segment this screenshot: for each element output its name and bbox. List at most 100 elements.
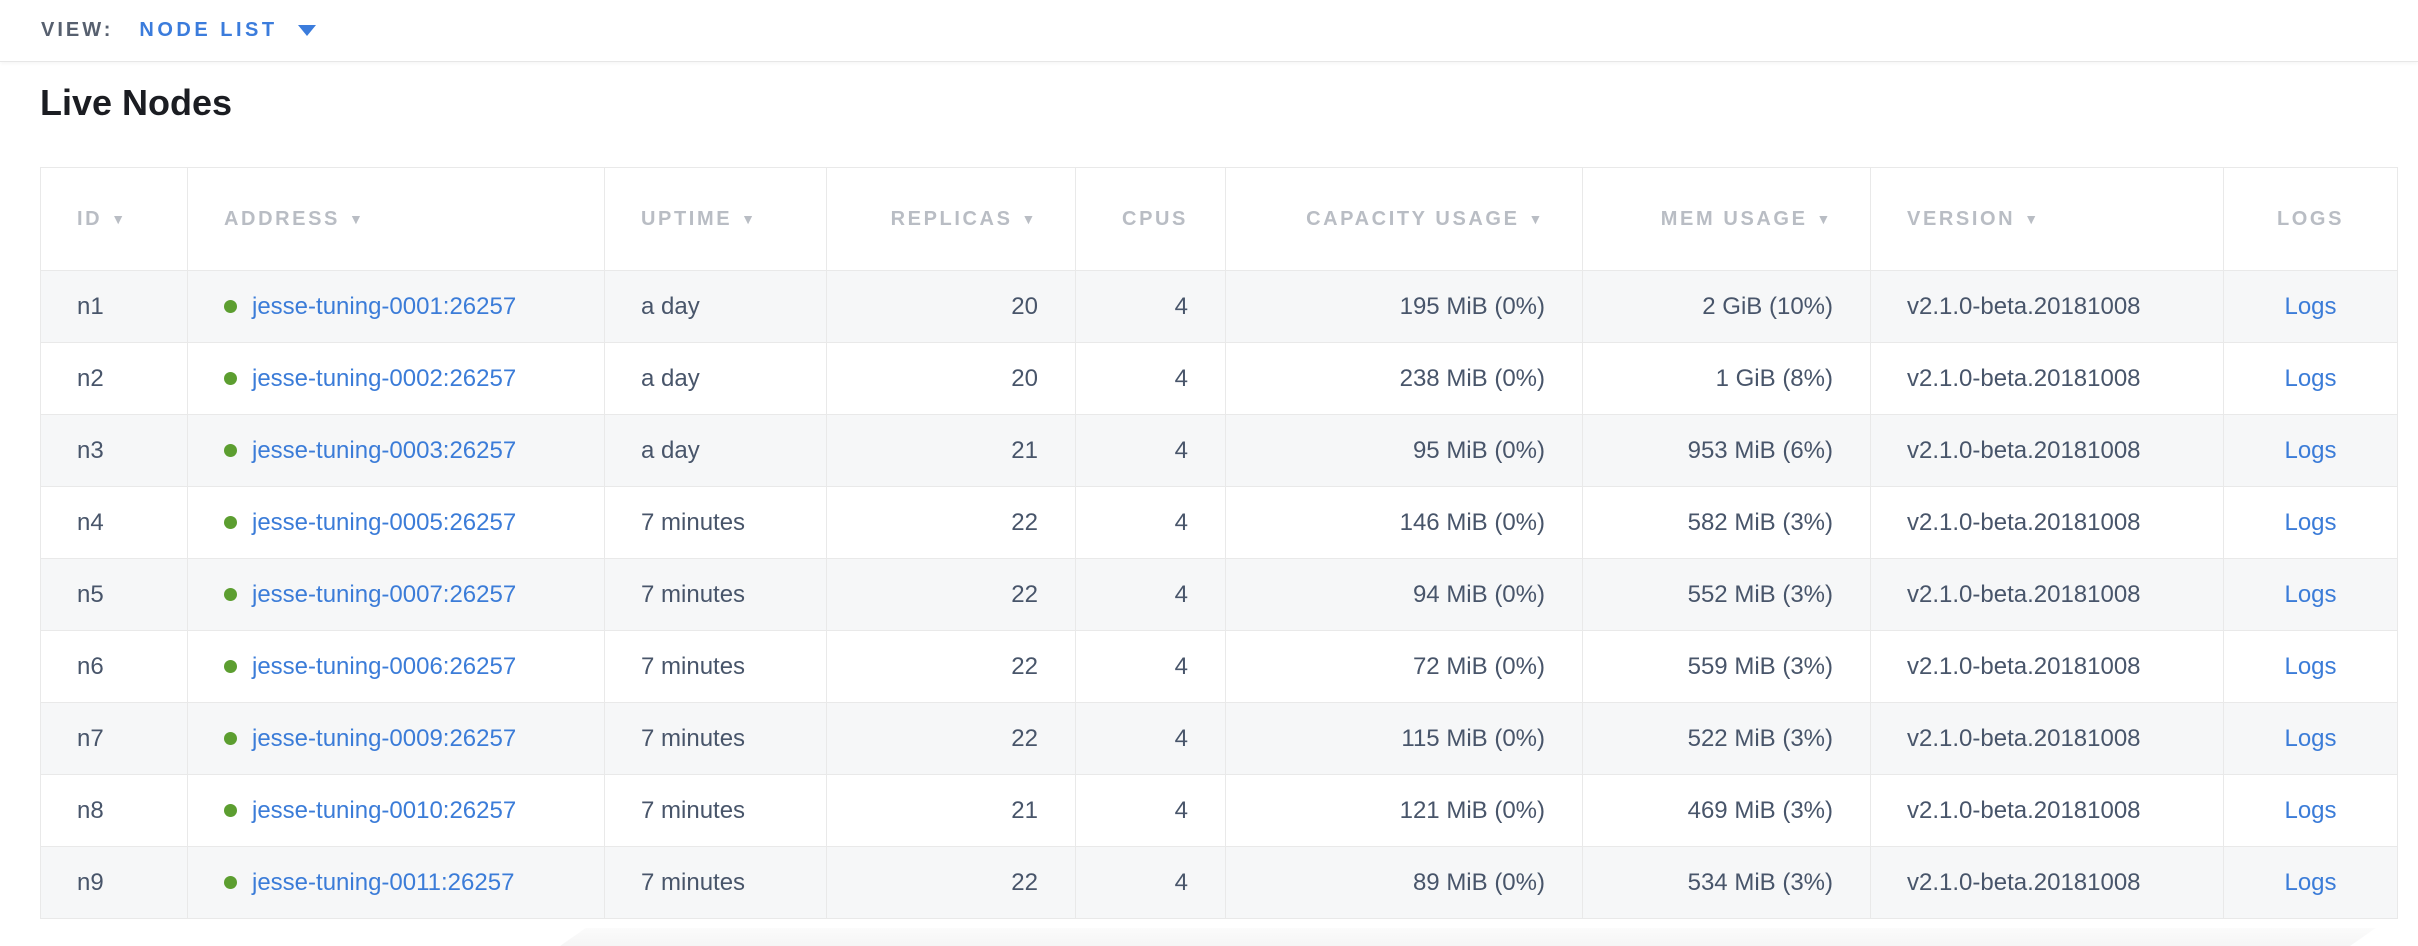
logs-cell: Logs: [2223, 342, 2398, 415]
uptime-cell: a day: [604, 270, 827, 343]
mem-cell: 534 MiB (3%): [1582, 846, 1871, 919]
page-bottom-shadow: [560, 928, 2376, 946]
address-cell: jesse-tuning-0006:26257: [187, 630, 605, 703]
logs-link[interactable]: Logs: [2284, 364, 2337, 392]
page-title: Live Nodes: [40, 82, 233, 123]
cpus-cell: 4: [1075, 774, 1226, 847]
node-address-link[interactable]: jesse-tuning-0011:26257: [252, 868, 515, 896]
address-cell: jesse-tuning-0010:26257: [187, 774, 605, 847]
node-address-link[interactable]: jesse-tuning-0005:26257: [252, 508, 517, 536]
table-row: n3 jesse-tuning-0003:26257 a day 21 4 95 MiB …: [40, 414, 2398, 487]
cpus-cell: 4: [1075, 630, 1226, 703]
view-dropdown[interactable]: NODE LIST: [139, 19, 316, 42]
version-cell: v2.1.0-beta.20181008: [1870, 846, 2224, 919]
node-status-dot-icon: [224, 299, 237, 313]
id-cell: n9: [40, 846, 188, 919]
logs-cell: Logs: [2223, 558, 2398, 631]
logs-link[interactable]: Logs: [2284, 580, 2337, 608]
node-address-link[interactable]: jesse-tuning-0001:26257: [252, 292, 517, 320]
uptime-cell: 7 minutes: [604, 630, 827, 703]
uptime-cell: 7 minutes: [604, 702, 827, 775]
node-address-link[interactable]: jesse-tuning-0003:26257: [252, 436, 517, 464]
logs-link[interactable]: Logs: [2284, 868, 2337, 896]
replicas-cell: 22: [826, 702, 1076, 775]
node-status-dot-icon: [224, 875, 237, 889]
column-header-label: VERSION: [1907, 207, 2016, 230]
capacity-cell: 94 MiB (0%): [1225, 558, 1583, 631]
chevron-down-icon: [297, 25, 316, 36]
logs-link[interactable]: Logs: [2284, 652, 2337, 680]
logs-cell: Logs: [2223, 846, 2398, 919]
replicas-cell: 20: [826, 342, 1076, 415]
replicas-cell: 21: [826, 414, 1076, 487]
replicas-cell: 22: [826, 486, 1076, 559]
sort-down-icon: ▼: [349, 210, 366, 227]
table-row: n1 jesse-tuning-0001:26257 a day 20 4 195 MiB…: [40, 270, 2398, 343]
node-address-link[interactable]: jesse-tuning-0006:26257: [252, 652, 517, 680]
address-cell: jesse-tuning-0003:26257: [187, 414, 605, 487]
mem-cell: 522 MiB (3%): [1582, 702, 1871, 775]
column-header-capacity[interactable]: CAPACITY USAGE ▼: [1225, 167, 1583, 271]
logs-cell: Logs: [2223, 630, 2398, 703]
view-dropdown-value: NODE LIST: [139, 19, 278, 41]
logs-link[interactable]: Logs: [2284, 436, 2337, 464]
cpus-cell: 4: [1075, 486, 1226, 559]
cpus-cell: 4: [1075, 846, 1226, 919]
column-header-replicas[interactable]: REPLICAS ▼: [826, 167, 1076, 271]
capacity-cell: 146 MiB (0%): [1225, 486, 1583, 559]
version-cell: v2.1.0-beta.20181008: [1870, 270, 2224, 343]
column-header-label: MEM USAGE: [1660, 207, 1808, 230]
logs-link[interactable]: Logs: [2284, 724, 2337, 752]
node-address-link[interactable]: jesse-tuning-0007:26257: [252, 580, 517, 608]
column-header-mem[interactable]: MEM USAGE ▼: [1582, 167, 1871, 271]
address-cell: jesse-tuning-0001:26257: [187, 270, 605, 343]
table-row: n2 jesse-tuning-0002:26257 a day 20 4 238 MiB…: [40, 342, 2398, 415]
node-status-dot-icon: [224, 587, 237, 601]
view-selector-bar: VIEW: NODE LIST: [0, 0, 2418, 62]
node-address-link[interactable]: jesse-tuning-0002:26257: [252, 364, 517, 392]
node-address-link[interactable]: jesse-tuning-0010:26257: [252, 796, 517, 824]
column-header-version[interactable]: VERSION ▼: [1870, 167, 2224, 271]
logs-cell: Logs: [2223, 414, 2398, 487]
table-row: n5 jesse-tuning-0007:26257 7 minutes 22 4 94 …: [40, 558, 2398, 631]
column-header-logs: LOGS: [2223, 167, 2398, 271]
table-row: n9 jesse-tuning-0011:26257 7 minutes 22 4 89 …: [40, 846, 2398, 919]
live-nodes-table: ID ▼ ADDRESS ▼ UPTIME ▼ REPLICAS ▼ CPUS CAPACITY …: [40, 167, 2398, 919]
logs-cell: Logs: [2223, 270, 2398, 343]
cpus-cell: 4: [1075, 270, 1226, 343]
capacity-cell: 72 MiB (0%): [1225, 630, 1583, 703]
column-header-label: UPTIME: [641, 207, 733, 230]
logs-link[interactable]: Logs: [2284, 796, 2337, 824]
sort-down-icon: ▼: [1021, 210, 1038, 227]
id-cell: n3: [40, 414, 188, 487]
replicas-cell: 22: [826, 630, 1076, 703]
id-cell: n7: [40, 702, 188, 775]
replicas-cell: 22: [826, 846, 1076, 919]
node-status-dot-icon: [224, 515, 237, 529]
uptime-cell: 7 minutes: [604, 486, 827, 559]
column-header-uptime[interactable]: UPTIME ▼: [604, 167, 827, 271]
column-header-label: LOGS: [2276, 207, 2345, 230]
logs-link[interactable]: Logs: [2284, 508, 2337, 536]
id-cell: n4: [40, 486, 188, 559]
version-cell: v2.1.0-beta.20181008: [1870, 558, 2224, 631]
address-cell: jesse-tuning-0009:26257: [187, 702, 605, 775]
capacity-cell: 238 MiB (0%): [1225, 342, 1583, 415]
uptime-cell: 7 minutes: [604, 558, 827, 631]
node-address-link[interactable]: jesse-tuning-0009:26257: [252, 724, 517, 752]
uptime-cell: 7 minutes: [604, 774, 827, 847]
column-header-address[interactable]: ADDRESS ▼: [187, 167, 605, 271]
node-status-dot-icon: [224, 371, 237, 385]
sort-down-icon: ▼: [741, 210, 758, 227]
replicas-cell: 20: [826, 270, 1076, 343]
column-header-label: CPUS: [1122, 207, 1188, 230]
version-cell: v2.1.0-beta.20181008: [1870, 630, 2224, 703]
version-cell: v2.1.0-beta.20181008: [1870, 774, 2224, 847]
version-cell: v2.1.0-beta.20181008: [1870, 414, 2224, 487]
id-cell: n2: [40, 342, 188, 415]
logs-link[interactable]: Logs: [2284, 292, 2337, 320]
capacity-cell: 195 MiB (0%): [1225, 270, 1583, 343]
node-status-dot-icon: [224, 443, 237, 457]
column-header-id[interactable]: ID ▼: [40, 167, 188, 271]
mem-cell: 469 MiB (3%): [1582, 774, 1871, 847]
